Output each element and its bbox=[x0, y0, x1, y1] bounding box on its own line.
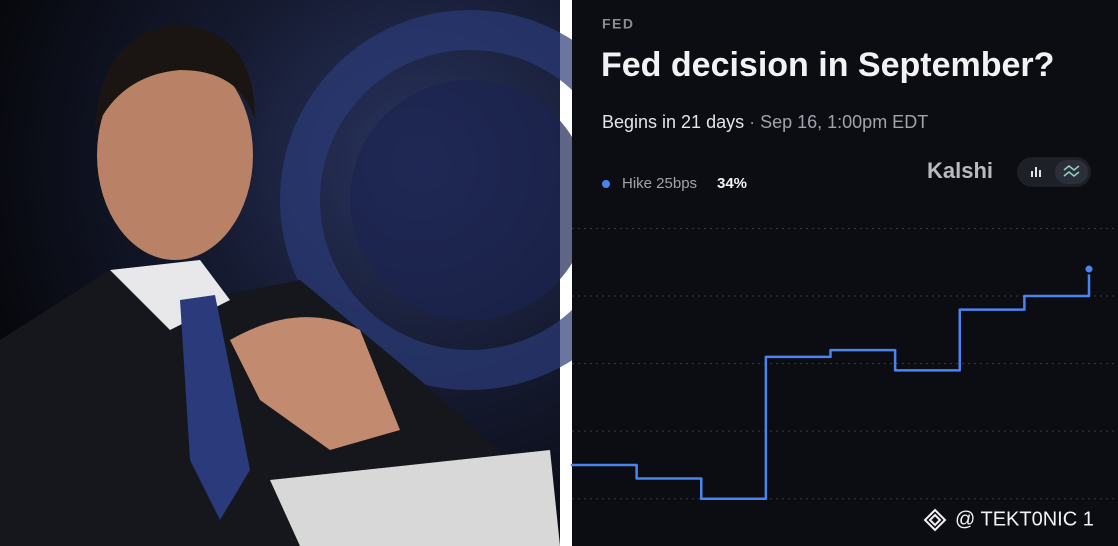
legend-name: Hike 25bps bbox=[622, 175, 697, 192]
line-icon[interactable] bbox=[1063, 165, 1080, 177]
date: Sep 16, 1:00pm EDT bbox=[760, 112, 928, 132]
toggle-active[interactable] bbox=[1055, 160, 1088, 184]
legend-dot bbox=[602, 180, 610, 188]
source-logo: Kalshi bbox=[927, 158, 993, 183]
title: Fed decision in September? bbox=[601, 46, 1054, 84]
watermark: @ TEKT0NIC 1 bbox=[955, 508, 1094, 530]
end-point bbox=[1083, 263, 1095, 275]
watermark-icon bbox=[923, 508, 947, 532]
subtitle: Begins in 21 days · Sep 16, 1:00pm EDT bbox=[602, 112, 928, 132]
subtitle-text: Begins in 21 days bbox=[602, 112, 744, 132]
photo bbox=[0, 0, 660, 546]
card bbox=[572, 0, 1118, 546]
bar-icon[interactable] bbox=[1031, 167, 1041, 177]
plot bbox=[570, 228, 1118, 500]
legend-value: 34% bbox=[717, 175, 747, 192]
kicker: FED bbox=[602, 16, 635, 32]
separator: · bbox=[744, 112, 760, 132]
